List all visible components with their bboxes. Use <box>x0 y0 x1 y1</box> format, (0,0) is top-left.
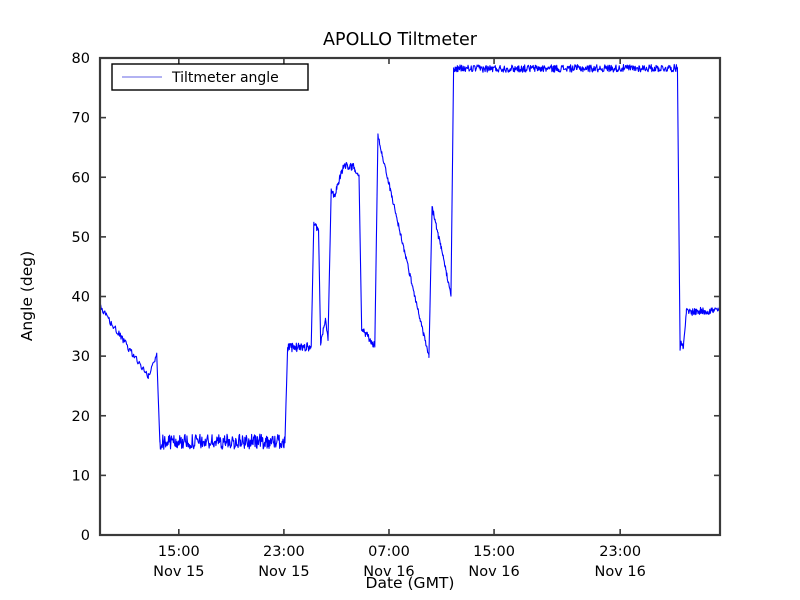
y-tick-label: 40 <box>72 290 90 306</box>
x-tick-label-date: Nov 16 <box>468 564 519 580</box>
y-tick-label: 20 <box>72 409 90 425</box>
x-tick-label-time: 15:00 <box>158 544 200 560</box>
x-axis-label: Date (GMT) <box>366 574 455 592</box>
x-axis-ticks: 15:00 Nov 15 23:00 Nov 15 07:00 Nov 16 15:00 No… <box>153 58 646 580</box>
y-tick-label: 50 <box>72 230 90 246</box>
y-tick-label: 70 <box>72 111 90 127</box>
tiltmeter-angle-line <box>99 63 721 450</box>
y-tick-label: 10 <box>72 468 90 484</box>
x-tick-label-time: 15:00 <box>473 544 515 560</box>
x-tick-label-date: Nov 16 <box>594 564 645 580</box>
x-tick-label-time: 23:00 <box>599 544 641 560</box>
chart-legend[interactable]: Tiltmeter angle <box>111 63 309 91</box>
x-tick-label-time: 23:00 <box>263 544 305 560</box>
chart-title: APOLLO Tiltmeter <box>323 30 478 50</box>
y-tick-label: 30 <box>72 349 90 365</box>
y-tick-label: 0 <box>81 528 90 544</box>
axes-frame <box>98 56 722 537</box>
y-axis-label: Angle (deg) <box>18 251 36 341</box>
y-axis-ticks: 0 10 20 30 40 50 60 70 80 <box>72 51 720 544</box>
plot-area <box>99 63 721 450</box>
y-tick-label: 80 <box>72 51 90 67</box>
x-tick-label-date: Nov 16 <box>363 564 414 580</box>
y-tick-label: 60 <box>72 170 90 186</box>
legend-entry-label: Tiltmeter angle <box>171 70 279 86</box>
x-tick-label-date: Nov 15 <box>258 564 309 580</box>
x-tick-label-date: Nov 15 <box>153 564 204 580</box>
x-tick-label-time: 07:00 <box>368 544 410 560</box>
